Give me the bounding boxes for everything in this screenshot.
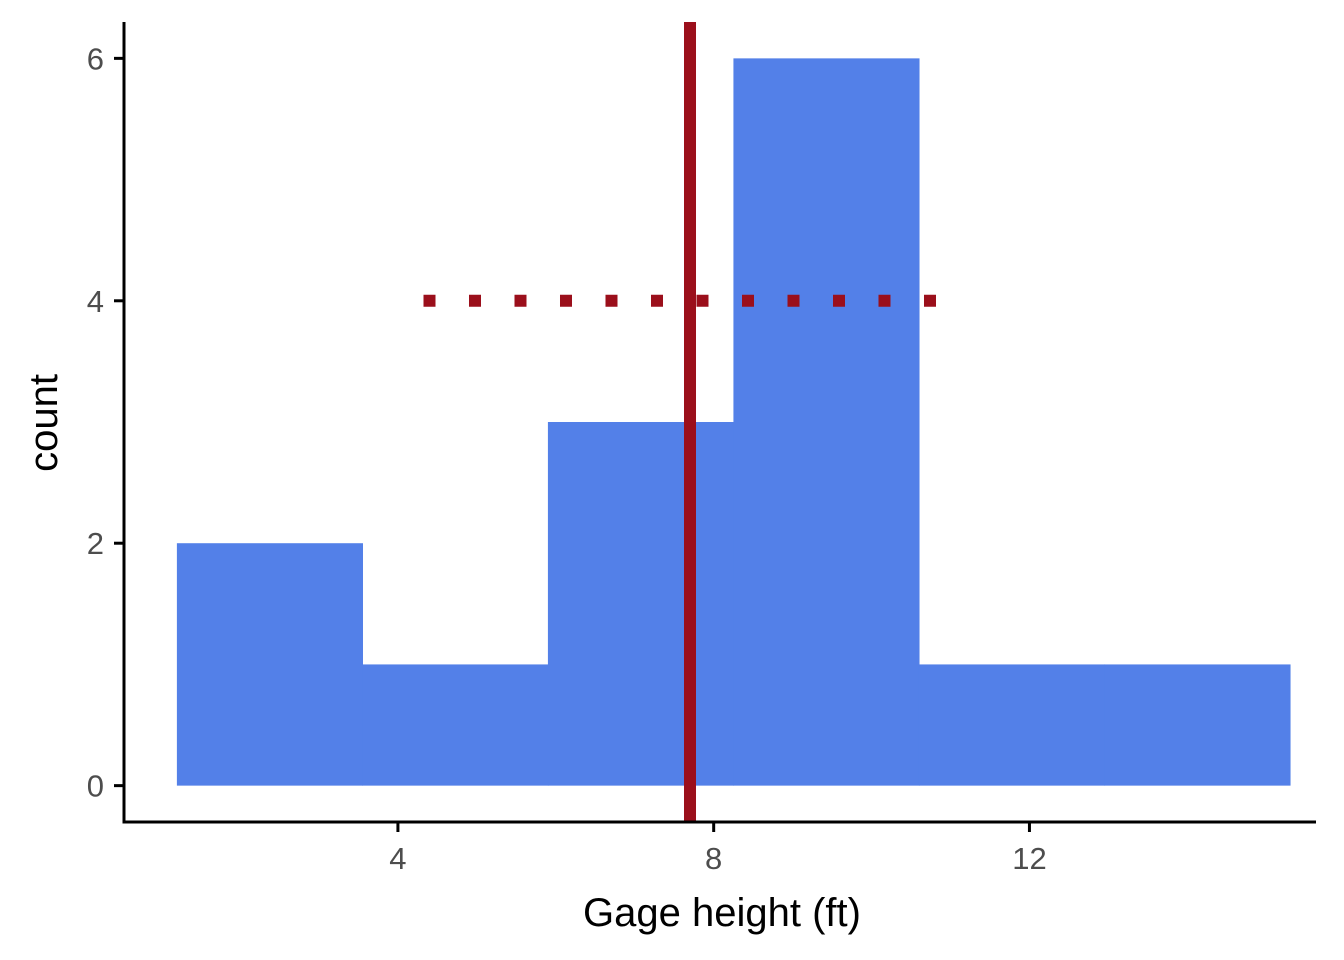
y-tick-label-0: 0 <box>87 769 104 804</box>
y-tick-label-2: 2 <box>87 526 104 561</box>
bars-layer <box>176 58 1291 786</box>
axes-layer <box>122 22 1316 824</box>
histogram-bar-2 <box>362 664 549 786</box>
histogram-bar-1 <box>176 543 363 786</box>
histogram-bar-3 <box>547 422 735 786</box>
y-tick-label-4: 4 <box>87 284 104 319</box>
x-axis-title: Gage height (ft) <box>583 891 861 935</box>
histogram-bar-5 <box>918 664 1106 786</box>
reference-lines-layer <box>423 22 957 822</box>
x-tick-label-4: 4 <box>389 841 406 876</box>
histogram-bar-6 <box>1104 664 1291 786</box>
histogram-bar-4 <box>733 58 920 786</box>
y-tick-label-6: 6 <box>87 41 104 76</box>
x-tick-label-8: 8 <box>705 841 722 876</box>
ticks-layer: 4 8 12 0 2 4 6 <box>87 41 1047 876</box>
x-tick-label-12: 12 <box>1012 841 1046 876</box>
y-axis-title: count <box>22 374 66 472</box>
